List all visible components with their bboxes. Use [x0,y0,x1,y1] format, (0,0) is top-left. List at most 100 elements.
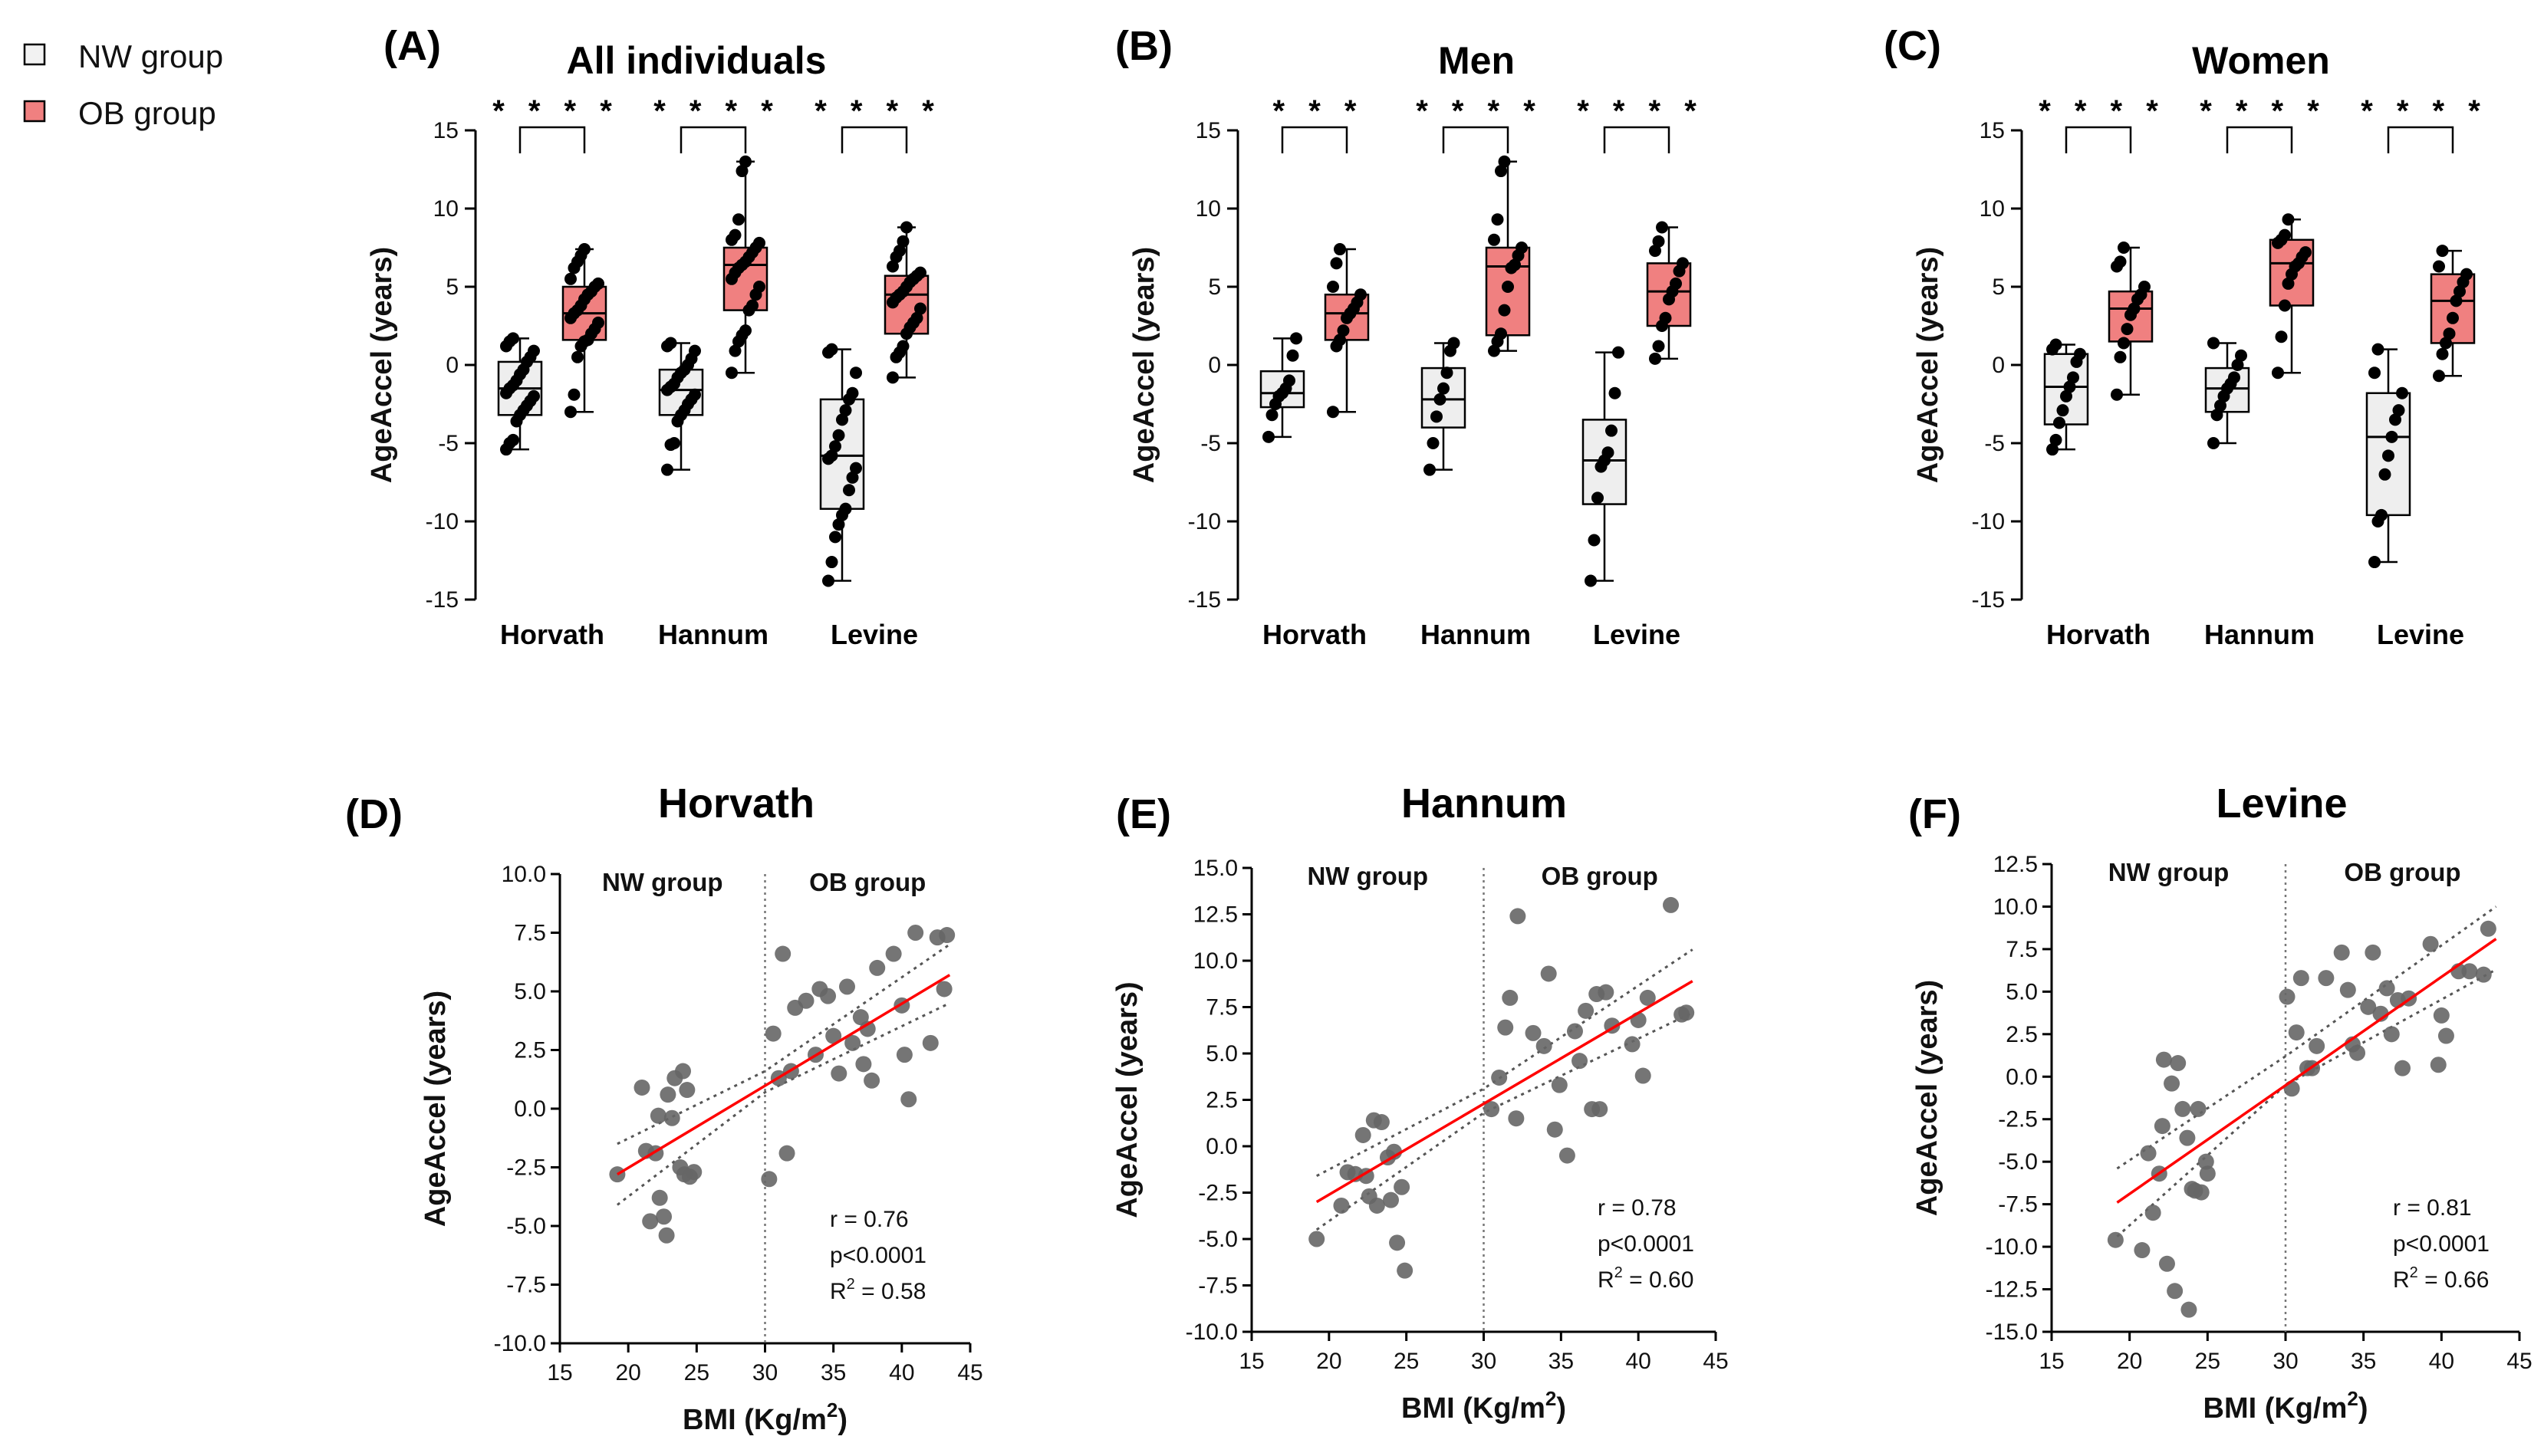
data-point [2179,1129,2196,1146]
data-point [2210,409,2223,422]
data-point [651,1189,668,1206]
y-tick-label: 0 [1208,353,1221,378]
y-tick-label: 10 [1980,196,2005,222]
confidence-band-lower [616,1001,950,1206]
data-point [2318,970,2335,987]
y-tick-label: -5.0 [1998,1149,2038,1175]
data-point [1624,1036,1641,1053]
data-point [1491,213,1504,226]
data-point [1330,257,1343,270]
data-point [2114,350,2127,363]
data-point [1578,1002,1595,1019]
y-tick-label: 10 [1196,196,1221,222]
data-point [1509,908,1526,925]
y-tick-label: 2.5 [514,1038,546,1063]
data-point [2392,404,2405,417]
legend-swatch-ob [23,100,46,123]
data-point [2433,370,2445,383]
y-axis-title: AgeAccel (years) [420,991,452,1227]
data-point [656,1208,673,1225]
data-point [753,281,765,293]
data-point [2154,1118,2170,1135]
data-point [2360,998,2377,1015]
data-point [844,1034,861,1051]
data-point [1605,424,1618,437]
data-point [2389,413,2401,426]
data-point [2299,246,2312,259]
box-hannum-ob [1485,155,1531,357]
data-point [1656,221,1668,234]
x-tick-label: 45 [957,1360,982,1385]
data-point [778,1145,795,1162]
data-point [2480,920,2496,937]
x-tick-label: 30 [1471,1349,1496,1374]
data-point [2279,299,2291,312]
y-tick-label: 5 [1992,274,2005,300]
data-point [1354,1126,1371,1143]
data-point [1535,1037,1552,1054]
data-point [753,236,765,249]
y-tick-label: 12.5 [1993,852,2038,877]
data-point [1551,1076,1568,1093]
y-tick-label: -5 [438,431,459,456]
data-point [2214,399,2226,412]
data-point [798,992,815,1009]
data-point [746,299,759,312]
data-point [2422,935,2439,952]
panel-title: Horvath [658,781,815,827]
data-point [1334,243,1346,256]
data-point [2447,311,2459,324]
data-point [910,311,923,324]
data-point [2155,1051,2172,1068]
data-point [850,462,862,475]
data-point [1652,235,1665,248]
data-point [2228,371,2240,384]
x-axis-title-main: BMI (Kg/m [1401,1392,1545,1425]
data-point [900,221,913,234]
stat-r2-value: = 0.66 [2418,1267,2490,1293]
data-point [1558,1147,1575,1164]
data-point [1440,366,1453,380]
data-point [739,155,752,168]
data-point [2349,1044,2366,1061]
data-point [1670,277,1682,290]
stat-r2-sup: 2 [1614,1264,1623,1281]
data-point [2199,1165,2216,1182]
data-point [832,429,845,442]
data-point [2282,213,2295,226]
y-tick-label: -5 [1200,431,1221,456]
y-tick-label: 15 [1980,118,2005,143]
data-point [507,332,519,345]
data-point [2164,1075,2180,1092]
box-levine-nw [1581,346,1627,587]
group-label-nw: NW group [602,868,723,896]
data-point [914,302,926,315]
data-point [825,343,838,356]
regression-line [2116,938,2497,1204]
data-point [2167,1283,2184,1300]
y-axis-title: AgeAccel (years) [366,247,398,483]
significance-bracket [1442,126,1509,153]
data-point [836,413,848,426]
x-axis-title-main: BMI (Kg/m [2203,1392,2348,1425]
data-point [726,366,738,380]
x-axis-title-main: BMI (Kg/m [683,1404,827,1436]
data-point [2046,443,2059,456]
data-point [887,260,899,273]
data-point [2433,1007,2450,1024]
significance-bracket [1603,126,1670,153]
data-point [2365,944,2381,961]
group-label-nw: NW group [2108,858,2230,886]
data-point [2394,1060,2411,1076]
data-point [2288,1024,2305,1041]
data-point [2190,1100,2207,1117]
data-point [864,1072,880,1089]
data-point [829,440,841,453]
x-axis-title: BMI (Kg/m2) [683,1398,847,1436]
panel-letter: (B) [1115,23,1173,69]
stat-r: r = 0.78 [1598,1195,1677,1221]
data-point [2437,1027,2454,1044]
y-tick-label: -10 [1972,509,2005,534]
box-levine-ob [1646,221,1692,365]
